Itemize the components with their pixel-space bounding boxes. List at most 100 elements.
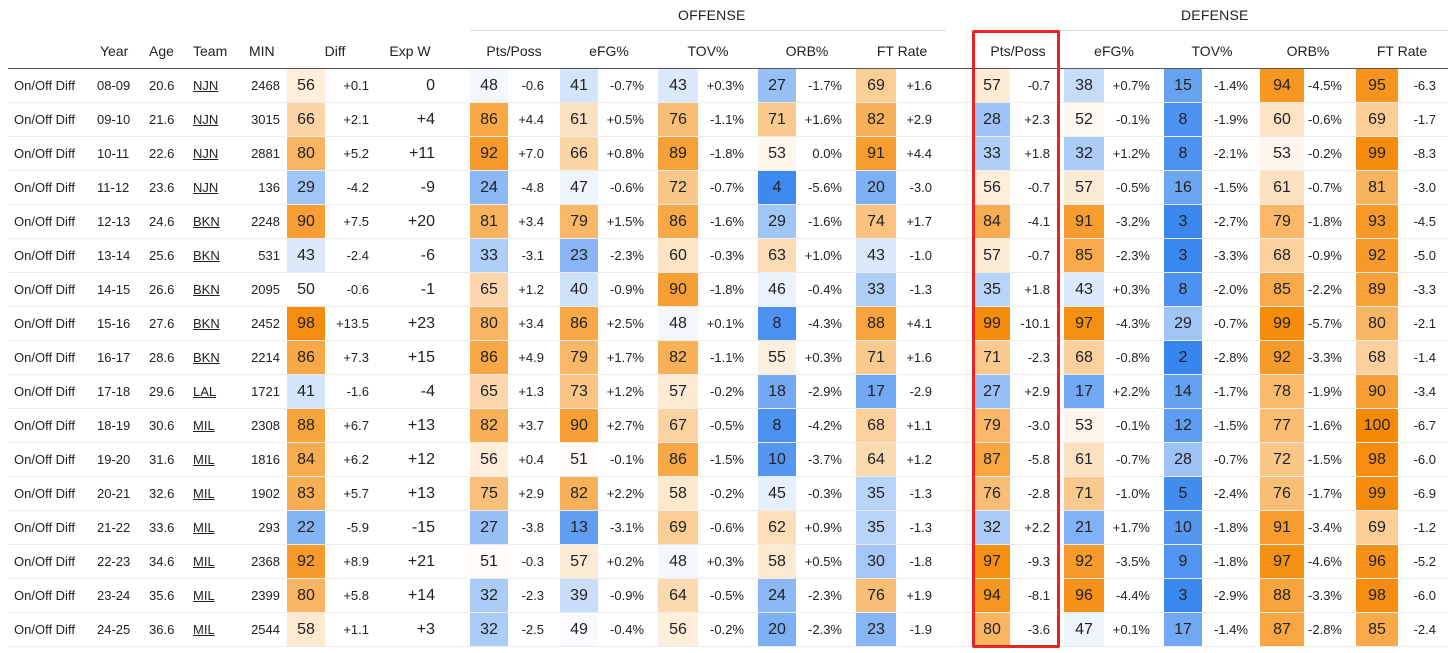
percentile-cell-def-ft: 98 (1356, 579, 1398, 613)
value-cell-diff: -0.6 (346, 282, 369, 297)
value-cell-off-orb: -2.9% (808, 384, 842, 399)
header-def-ft[interactable]: FT Rate (1376, 43, 1428, 59)
percentile-cell-def-pts: 76 (974, 477, 1010, 511)
percentile-cell-diff: 22 (287, 511, 325, 545)
team-link[interactable]: MIL (193, 486, 215, 501)
value-cell-off-tov: -1.1% (710, 112, 744, 127)
percentile-cell-off-efg: 79 (560, 205, 598, 239)
percentile-cell-off-ft: 23 (856, 613, 896, 647)
column-group-header: OFFENSE DEFENSE (0, 0, 1456, 34)
table-row: On/Off Diff 11-12 23.6 NJN 136 -9 29 -4.2 24 -4.8… (0, 171, 1456, 205)
value-cell-def-orb: -5.7% (1308, 316, 1342, 331)
value-cell-def-pts: -0.7 (1027, 78, 1050, 93)
value-cell-off-efg: -0.9% (610, 588, 644, 603)
team-link[interactable]: BKN (193, 282, 220, 297)
value-cell-def-efg: -2.3% (1116, 248, 1150, 263)
percentile-cell-off-ft: 69 (856, 69, 896, 103)
value-cell-def-pts: -0.7 (1027, 248, 1050, 263)
header-def-orb[interactable]: ORB% (1286, 43, 1330, 59)
percentile-cell-off-ft: 20 (856, 171, 896, 205)
table-row: On/Off Diff 21-22 33.6 MIL 293 -15 22 -5.9 27 -3.… (0, 511, 1456, 545)
header-off-pts[interactable]: Pts/Poss (486, 43, 542, 59)
header-def-pts[interactable]: Pts/Poss (990, 43, 1046, 59)
value-cell-def-ft: -5.2 (1413, 554, 1436, 569)
team-link[interactable]: NJN (193, 146, 219, 161)
header-off-efg[interactable]: eFG% (589, 43, 629, 59)
value-cell-def-ft: -1.2 (1413, 520, 1436, 535)
team-link[interactable]: MIL (193, 622, 215, 637)
value-cell-off-orb: +1.0% (804, 248, 842, 263)
percentile-cell-def-ft: 81 (1356, 171, 1398, 205)
team-link[interactable]: MIL (193, 588, 215, 603)
percentile-cell-def-efg: 47 (1064, 613, 1104, 647)
team-link[interactable]: MIL (193, 554, 215, 569)
value-cell-off-tov: -0.3% (710, 248, 744, 263)
percentile-cell-def-efg: 57 (1064, 171, 1104, 205)
percentile-cell-def-ft: 92 (1356, 239, 1398, 273)
percentile-cell-def-tov: 29 (1164, 307, 1202, 341)
percentile-cell-def-orb: 91 (1260, 511, 1304, 545)
team-link[interactable]: LAL (193, 384, 217, 399)
value-cell-off-orb: +1.6% (804, 112, 842, 127)
team-link[interactable]: MIL (193, 520, 215, 535)
value-cell-def-tov: -1.5% (1214, 180, 1248, 195)
value-cell-off-orb: +0.3% (804, 350, 842, 365)
team-link[interactable]: NJN (193, 78, 219, 93)
table-row: On/Off Diff 16-17 28.6 BKN 2214 +15 86 +7.3 86 +4… (0, 341, 1456, 375)
value-cell-diff: +5.2 (343, 146, 369, 161)
cell-year: 16-17 (97, 350, 131, 365)
cell-min: 136 (258, 180, 280, 195)
team-link[interactable]: MIL (193, 418, 215, 433)
value-cell-def-pts: -2.8 (1027, 486, 1050, 501)
team-link[interactable]: NJN (193, 112, 219, 127)
header-age[interactable]: Age (149, 43, 174, 59)
value-cell-off-orb: -1.7% (808, 78, 842, 93)
header-min[interactable]: MIN (249, 43, 275, 59)
cell-year: 11-12 (97, 180, 130, 195)
value-cell-off-orb: -4.3% (808, 316, 842, 331)
header-def-efg[interactable]: eFG% (1094, 43, 1134, 59)
percentile-cell-def-efg: 71 (1064, 477, 1104, 511)
value-cell-def-orb: -4.6% (1308, 554, 1342, 569)
cell-expw: +14 (407, 587, 435, 604)
row-divider (8, 136, 1448, 137)
value-cell-diff: +6.2 (343, 452, 369, 467)
header-off-orb[interactable]: ORB% (785, 43, 829, 59)
team-link[interactable]: MIL (193, 452, 215, 467)
cell-expw: -1 (420, 281, 435, 298)
percentile-cell-def-ft: 68 (1356, 341, 1398, 375)
row-divider (8, 204, 1448, 205)
header-off-tov[interactable]: TOV% (687, 43, 729, 59)
percentile-cell-off-orb: 24 (758, 579, 796, 613)
value-cell-off-efg: +0.8% (606, 146, 644, 161)
header-diff[interactable]: Diff (324, 43, 346, 59)
value-cell-off-tov: +0.3% (706, 78, 744, 93)
cell-min: 2881 (251, 146, 280, 161)
value-cell-def-efg: +0.3% (1112, 282, 1150, 297)
header-team[interactable]: Team (193, 43, 228, 59)
percentile-cell-def-ft: 95 (1356, 69, 1398, 103)
value-cell-diff: +2.1 (343, 112, 369, 127)
header-off-ft[interactable]: FT Rate (876, 43, 928, 59)
percentile-cell-off-efg: 57 (560, 545, 598, 579)
team-link[interactable]: BKN (193, 214, 220, 229)
row-divider (8, 646, 1448, 647)
percentile-cell-def-efg: 52 (1064, 103, 1104, 137)
percentile-cell-off-orb: 18 (758, 375, 796, 409)
table-row: On/Off Diff 24-25 36.6 MIL 2544 +3 58 +1.1 32 -2.… (0, 613, 1456, 647)
team-link[interactable]: BKN (193, 316, 220, 331)
header-def-tov[interactable]: TOV% (1191, 43, 1233, 59)
percentile-cell-def-efg: 17 (1064, 375, 1104, 409)
percentile-cell-def-ft: 98 (1356, 443, 1398, 477)
cell-min: 2468 (251, 78, 280, 93)
value-cell-def-tov: -1.8% (1214, 520, 1248, 535)
team-link[interactable]: BKN (193, 350, 220, 365)
value-cell-off-tov: -1.8% (710, 282, 744, 297)
team-link[interactable]: NJN (193, 180, 219, 195)
header-year[interactable]: Year (100, 43, 129, 59)
team-link[interactable]: BKN (193, 248, 220, 263)
cell-year: 19-20 (97, 452, 131, 467)
cell-label: On/Off Diff (14, 248, 75, 263)
percentile-cell-diff: 50 (287, 273, 325, 307)
header-expw[interactable]: Exp W (389, 43, 431, 59)
